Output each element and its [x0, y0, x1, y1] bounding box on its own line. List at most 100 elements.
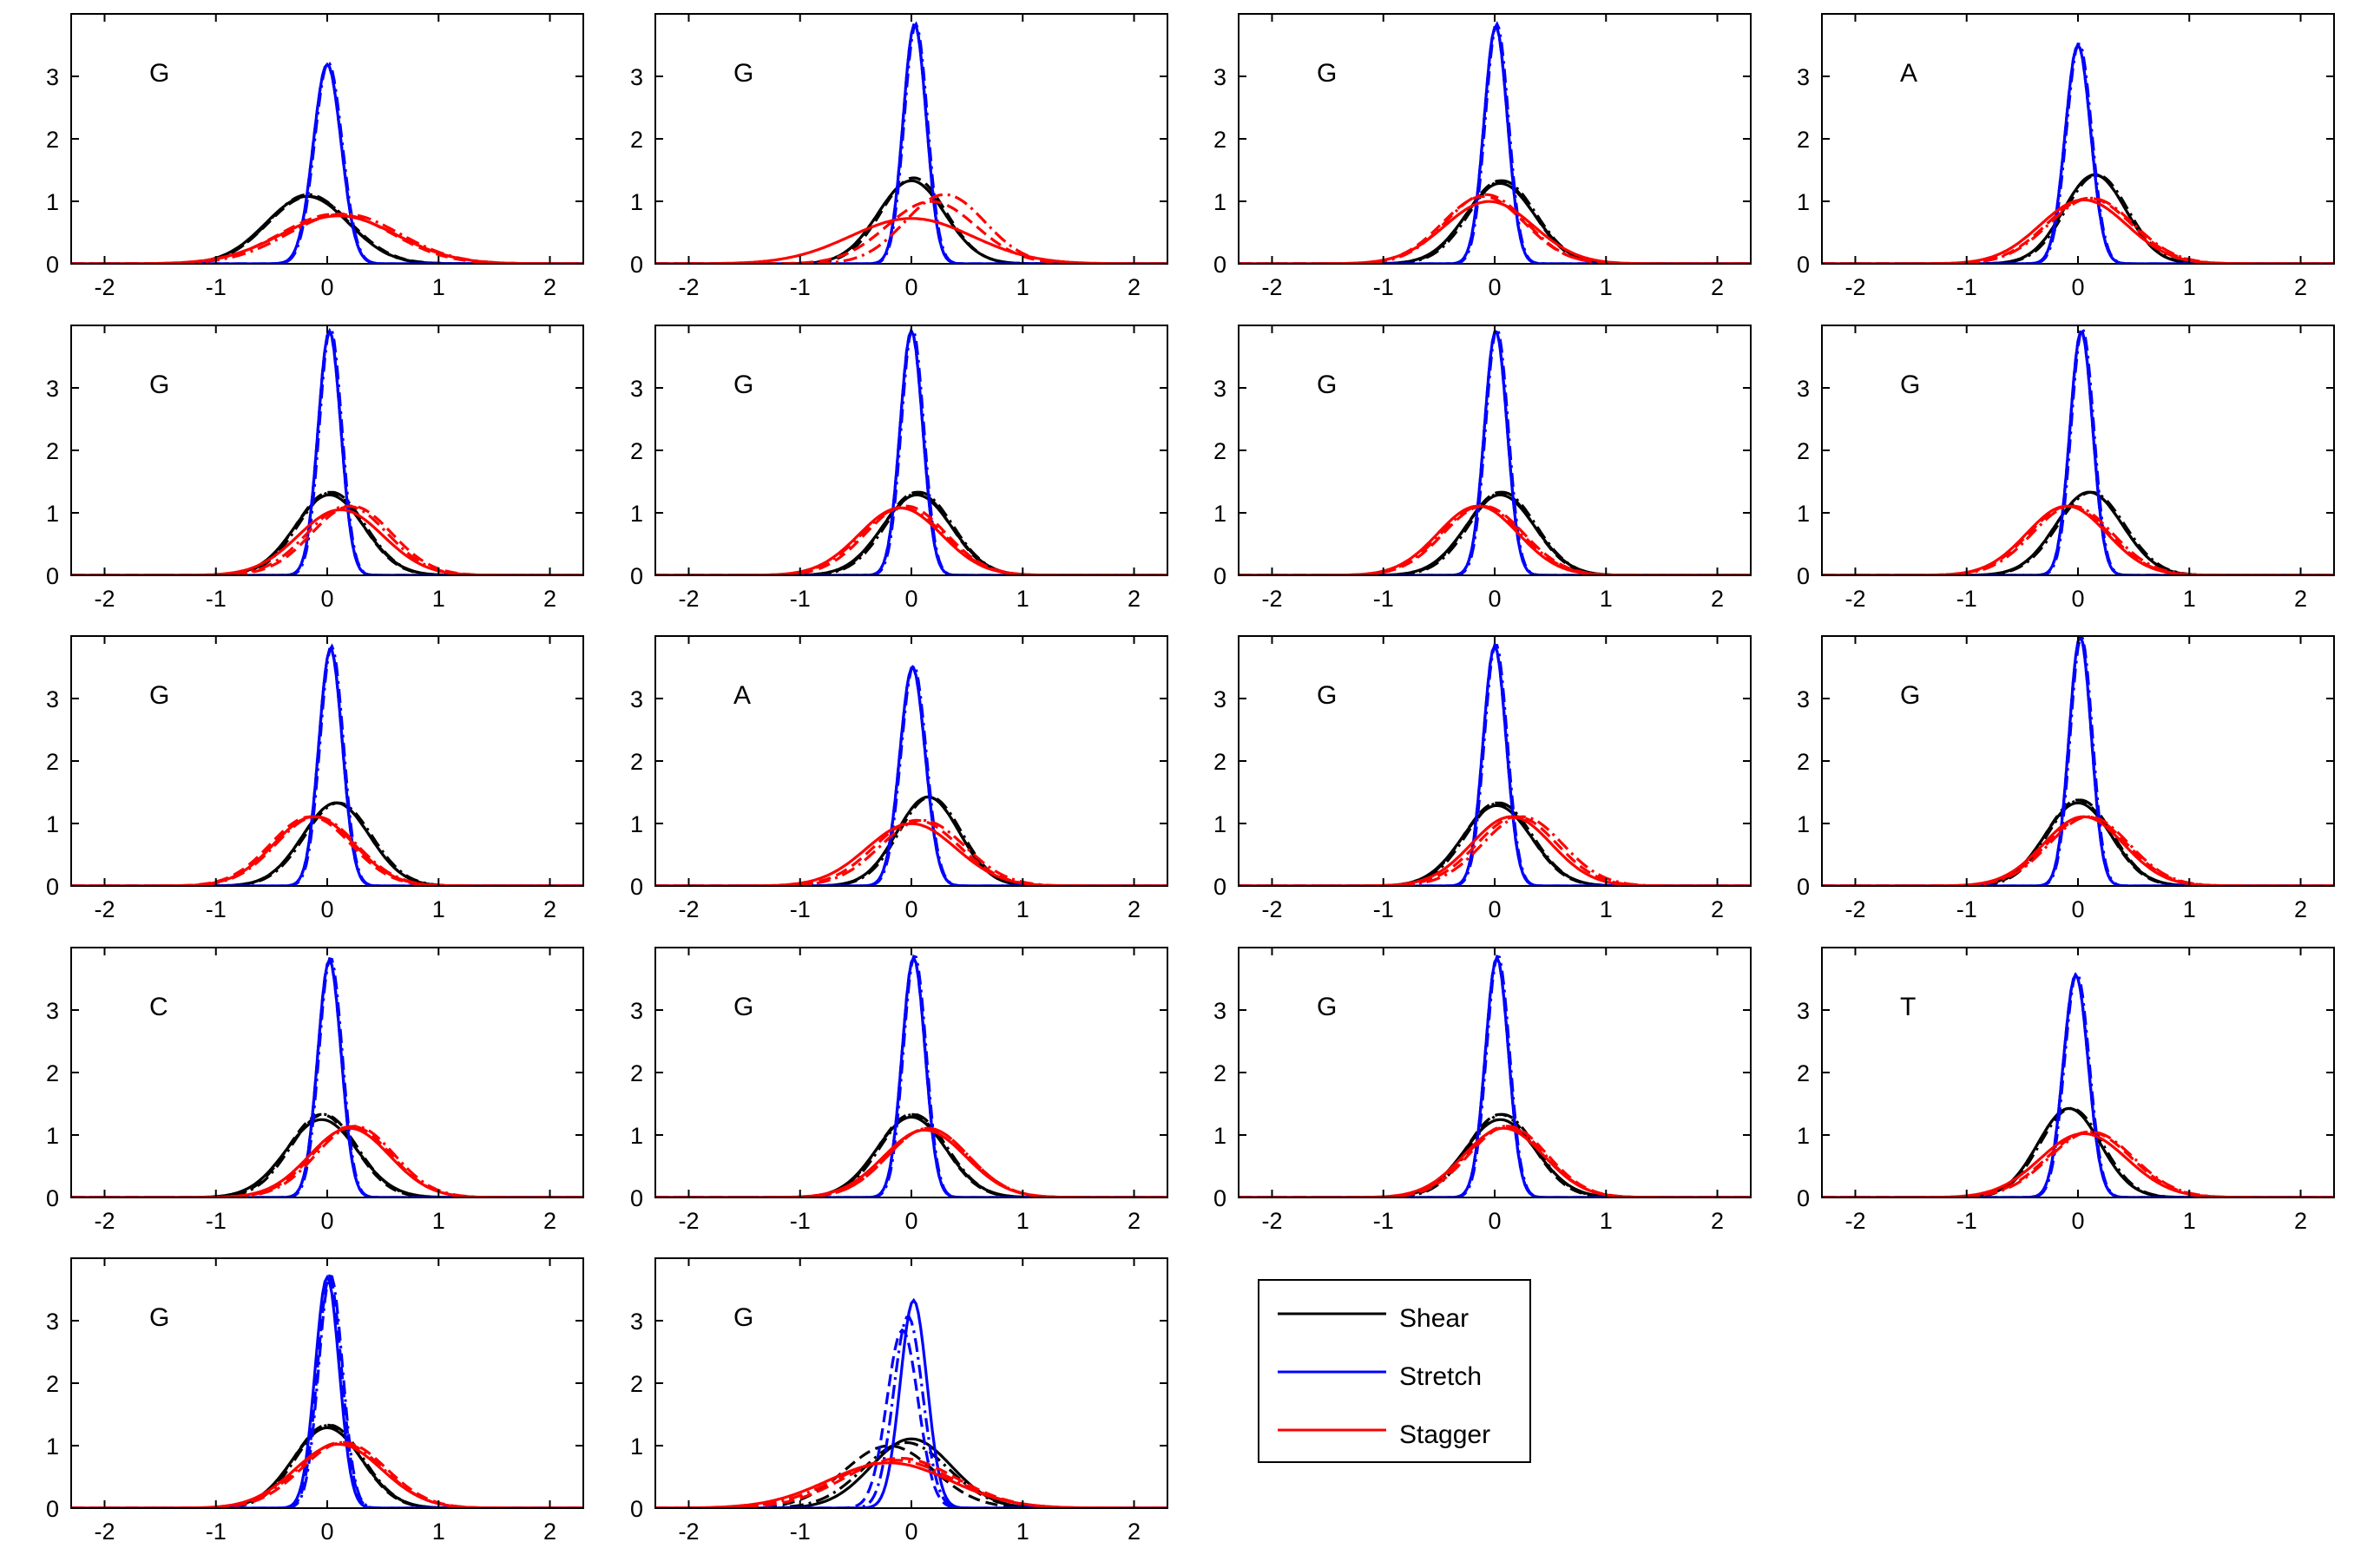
panel-3-stretch-curve-3 — [1239, 21, 1751, 264]
panel-5-ytick-label: 1 — [46, 501, 59, 527]
panel-14-ytick-label: 3 — [630, 998, 643, 1024]
panel-12-xtick-label: 1 — [2183, 896, 2196, 922]
panel-12-ytick-label: 3 — [1797, 686, 1810, 712]
panel-7-base-label: G — [1317, 371, 1337, 399]
panel-2-stretch-curve-2 — [655, 23, 1167, 264]
panel-9-xtick-label: -1 — [206, 896, 227, 922]
panel-7-xtick-label: -1 — [1373, 586, 1394, 612]
panel-11-stagger-curve-2 — [1239, 815, 1751, 886]
panel-11-ytick-label: 3 — [1213, 686, 1226, 712]
panel-1-ytick-label: 3 — [46, 64, 59, 90]
panel-3-ytick-label: 3 — [1213, 64, 1226, 90]
panel-18-xtick-label: 2 — [1128, 1519, 1141, 1545]
panel-8-ytick-label: 0 — [1797, 563, 1810, 589]
panel-17-xtick-label: 1 — [432, 1519, 445, 1545]
panel-8-base-label: G — [1900, 371, 1920, 399]
panel-2-shear-curve-2 — [655, 176, 1167, 264]
panels-container: -2 -1 0 1 2 0 1 2 3 G -2 -1 0 1 2 0 1 2 3 G -2 -1 0 1 2 0 1 2 3 G -2 -1… — [46, 13, 2335, 1545]
panel-2-xtick-label: -1 — [790, 274, 811, 300]
panel-13-ytick-label: 1 — [46, 1123, 59, 1149]
panel-1-xtick-label: 2 — [543, 274, 556, 300]
panel-7-ytick-label: 1 — [1213, 501, 1226, 527]
panel-7-xtick-label: 1 — [1600, 586, 1613, 612]
panel-17-xtick-label: -1 — [206, 1519, 227, 1545]
panel-16-xtick-label: 2 — [2294, 1208, 2307, 1234]
panel-1: -2 -1 0 1 2 0 1 2 3 G — [46, 13, 584, 300]
panel-15-xtick-label: -2 — [1261, 1208, 1282, 1234]
panel-5-xtick-label: -1 — [206, 586, 227, 612]
panel-18-ytick-label: 1 — [630, 1434, 643, 1460]
panel-3-base-label: G — [1317, 59, 1337, 88]
panel-9-xtick-label: -2 — [94, 896, 115, 922]
panel-3-xtick-label: -2 — [1261, 274, 1282, 300]
panel-5-stretch-curve-3 — [71, 327, 583, 575]
legend: Shear Stretch Stagger — [1258, 1279, 1531, 1463]
panel-9-xtick-label: 1 — [432, 896, 445, 922]
panel-7-stretch-curve-3 — [1239, 325, 1751, 575]
panel-7-xtick-label: 2 — [1711, 586, 1724, 612]
panel-5-base-label: G — [149, 371, 169, 399]
panel-17-shear-curve-1 — [71, 1426, 583, 1508]
panel-7-ytick-label: 2 — [1213, 438, 1226, 464]
panel-10: -2 -1 0 1 2 0 1 2 3 A — [630, 635, 1168, 922]
panel-8-xtick-label: -1 — [1956, 586, 1977, 612]
panel-11-xtick-label: 0 — [1488, 896, 1501, 922]
panel-18-xtick-label: -1 — [790, 1519, 811, 1545]
panel-11: -2 -1 0 1 2 0 1 2 3 G — [1213, 635, 1752, 922]
panel-2-ytick-label: 1 — [630, 189, 643, 215]
panel-13-xtick-label: -1 — [206, 1208, 227, 1234]
panel-8-ytick-label: 1 — [1797, 501, 1810, 527]
panel-14-xtick-label: 1 — [1016, 1208, 1029, 1234]
panel-6-xtick-label: -2 — [678, 586, 699, 612]
panel-12-ytick-label: 2 — [1797, 749, 1810, 775]
panel-15-stretch-curve-3 — [1239, 955, 1751, 1197]
panel-2-xtick-label: 0 — [904, 274, 917, 300]
panel-3-ytick-label: 1 — [1213, 189, 1226, 215]
panel-8-xtick-label: 0 — [2071, 586, 2084, 612]
panel-9-stretch-curve-3 — [71, 643, 583, 886]
panel-1-base-label: G — [149, 59, 169, 88]
panel-4-stretch-curve-3 — [1822, 43, 2334, 264]
panel-1-stretch-curve-1 — [71, 62, 583, 264]
panel-10-ytick-label: 0 — [630, 874, 643, 900]
panel-16-base-label: T — [1900, 993, 1916, 1021]
panel-6-ytick-label: 3 — [630, 376, 643, 402]
panel-8: -2 -1 0 1 2 0 1 2 3 G — [1797, 325, 2335, 612]
panel-2-ytick-label: 0 — [630, 252, 643, 278]
panel-4: -2 -1 0 1 2 0 1 2 3 A — [1797, 13, 2335, 300]
panel-11-xtick-label: 2 — [1711, 896, 1724, 922]
panel-10-ytick-label: 2 — [630, 749, 643, 775]
panel-5-stagger-curve-2 — [71, 504, 583, 575]
panel-6-stagger-curve-2 — [655, 504, 1167, 575]
panel-17-ytick-label: 2 — [46, 1371, 59, 1397]
panel-15-base-label: G — [1317, 993, 1337, 1021]
panel-18-stretch-curve-1 — [655, 1297, 1167, 1508]
panel-6-base-label: G — [733, 371, 753, 399]
panel-10-xtick-label: 1 — [1016, 896, 1029, 922]
panel-4-shear-curve-2 — [1822, 173, 2334, 264]
legend-label-stagger: Stagger — [1399, 1420, 1490, 1449]
panel-16-shear-curve-3 — [1822, 1106, 2334, 1197]
panel-16-ytick-label: 3 — [1797, 998, 1810, 1024]
panel-4-ytick-label: 2 — [1797, 127, 1810, 153]
panel-9-shear-curve-3 — [71, 801, 583, 886]
panel-16-xtick-label: 0 — [2071, 1208, 2084, 1234]
panel-13-stagger-curve-3 — [71, 1125, 583, 1197]
panel-1-ytick-label: 2 — [46, 127, 59, 153]
panel-12-ytick-label: 1 — [1797, 811, 1810, 837]
panel-7-xtick-label: -2 — [1261, 586, 1282, 612]
panel-3-xtick-label: 1 — [1600, 274, 1613, 300]
panel-5-ytick-label: 2 — [46, 438, 59, 464]
panel-18-ytick-label: 2 — [630, 1371, 643, 1397]
panel-5: -2 -1 0 1 2 0 1 2 3 G — [46, 325, 584, 612]
panel-11-ytick-label: 1 — [1213, 811, 1226, 837]
panel-12-shear-curve-1 — [1822, 801, 2334, 886]
panel-15-shear-curve-1 — [1239, 1118, 1751, 1197]
panel-2-ytick-label: 2 — [630, 127, 643, 153]
legend-label-shear: Shear — [1399, 1304, 1469, 1333]
panel-14-xtick-label: -1 — [790, 1208, 811, 1234]
panel-6-xtick-label: 1 — [1016, 586, 1029, 612]
panel-5-xtick-label: -2 — [94, 586, 115, 612]
panel-8-stagger-curve-3 — [1822, 504, 2334, 575]
